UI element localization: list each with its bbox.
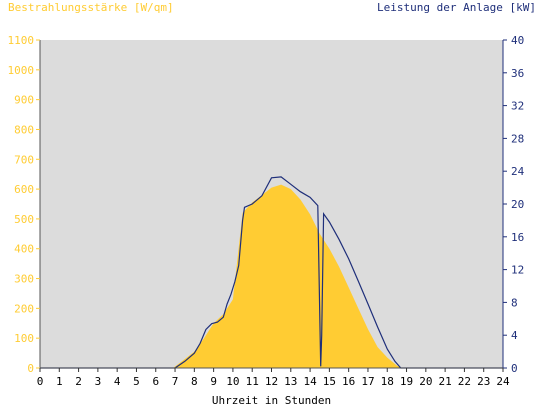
x-tick-label: 23 — [477, 375, 490, 388]
x-tick-label: 20 — [419, 375, 432, 388]
x-tick-label: 0 — [37, 375, 44, 388]
right-tick-label: 4 — [511, 329, 518, 342]
left-tick-label: 800 — [14, 123, 34, 136]
left-tick-label: 400 — [14, 243, 34, 256]
right-tick-label: 36 — [511, 67, 524, 80]
x-tick-label: 10 — [226, 375, 239, 388]
x-tick-label: 21 — [439, 375, 452, 388]
right-tick-label: 0 — [511, 362, 518, 375]
left-tick-label: 100 — [14, 332, 34, 345]
right-tick-label: 12 — [511, 264, 524, 277]
right-tick-label: 8 — [511, 296, 518, 309]
left-tick-label: 900 — [14, 94, 34, 107]
power-line — [40, 176, 503, 369]
left-tick-label: 600 — [14, 183, 34, 196]
x-tick-label: 11 — [246, 375, 259, 388]
left-tick-label: 700 — [14, 153, 34, 166]
x-tick-label: 24 — [496, 375, 510, 388]
left-axis-title: Bestrahlungsstärke [W/qm] — [8, 1, 174, 14]
left-tick-label: 1000 — [8, 64, 35, 77]
x-tick-label: 1 — [56, 375, 63, 388]
left-tick-label: 200 — [14, 302, 34, 315]
x-tick-label: 17 — [361, 375, 374, 388]
left-tick-label: 0 — [27, 362, 34, 375]
x-tick-label: 9 — [210, 375, 217, 388]
left-tick-label: 1100 — [8, 34, 35, 47]
left-tick-label: 500 — [14, 213, 34, 226]
right-tick-label: 28 — [511, 132, 524, 145]
right-tick-label: 32 — [511, 100, 524, 113]
x-axis-title: Uhrzeit in Stunden — [212, 394, 331, 407]
x-tick-label: 13 — [284, 375, 297, 388]
x-tick-label: 3 — [95, 375, 102, 388]
right-tick-label: 20 — [511, 198, 524, 211]
x-tick-label: 5 — [133, 375, 140, 388]
right-tick-label: 16 — [511, 231, 524, 244]
x-tick-label: 7 — [172, 375, 179, 388]
x-tick-label: 4 — [114, 375, 121, 388]
x-tick-label: 14 — [303, 375, 317, 388]
x-tick-label: 2 — [75, 375, 82, 388]
x-tick-label: 18 — [381, 375, 394, 388]
right-tick-label: 24 — [511, 165, 525, 178]
x-tick-label: 6 — [152, 375, 159, 388]
right-tick-label: 40 — [511, 34, 524, 47]
x-tick-label: 22 — [458, 375, 471, 388]
right-axis-title: Leistung der Anlage [kW] — [377, 1, 536, 14]
x-tick-label: 15 — [323, 375, 336, 388]
left-tick-label: 300 — [14, 273, 34, 286]
x-tick-label: 19 — [400, 375, 413, 388]
x-tick-label: 8 — [191, 375, 198, 388]
x-tick-label: 16 — [342, 375, 355, 388]
x-tick-label: 12 — [265, 375, 278, 388]
irradiance-area — [40, 184, 503, 368]
